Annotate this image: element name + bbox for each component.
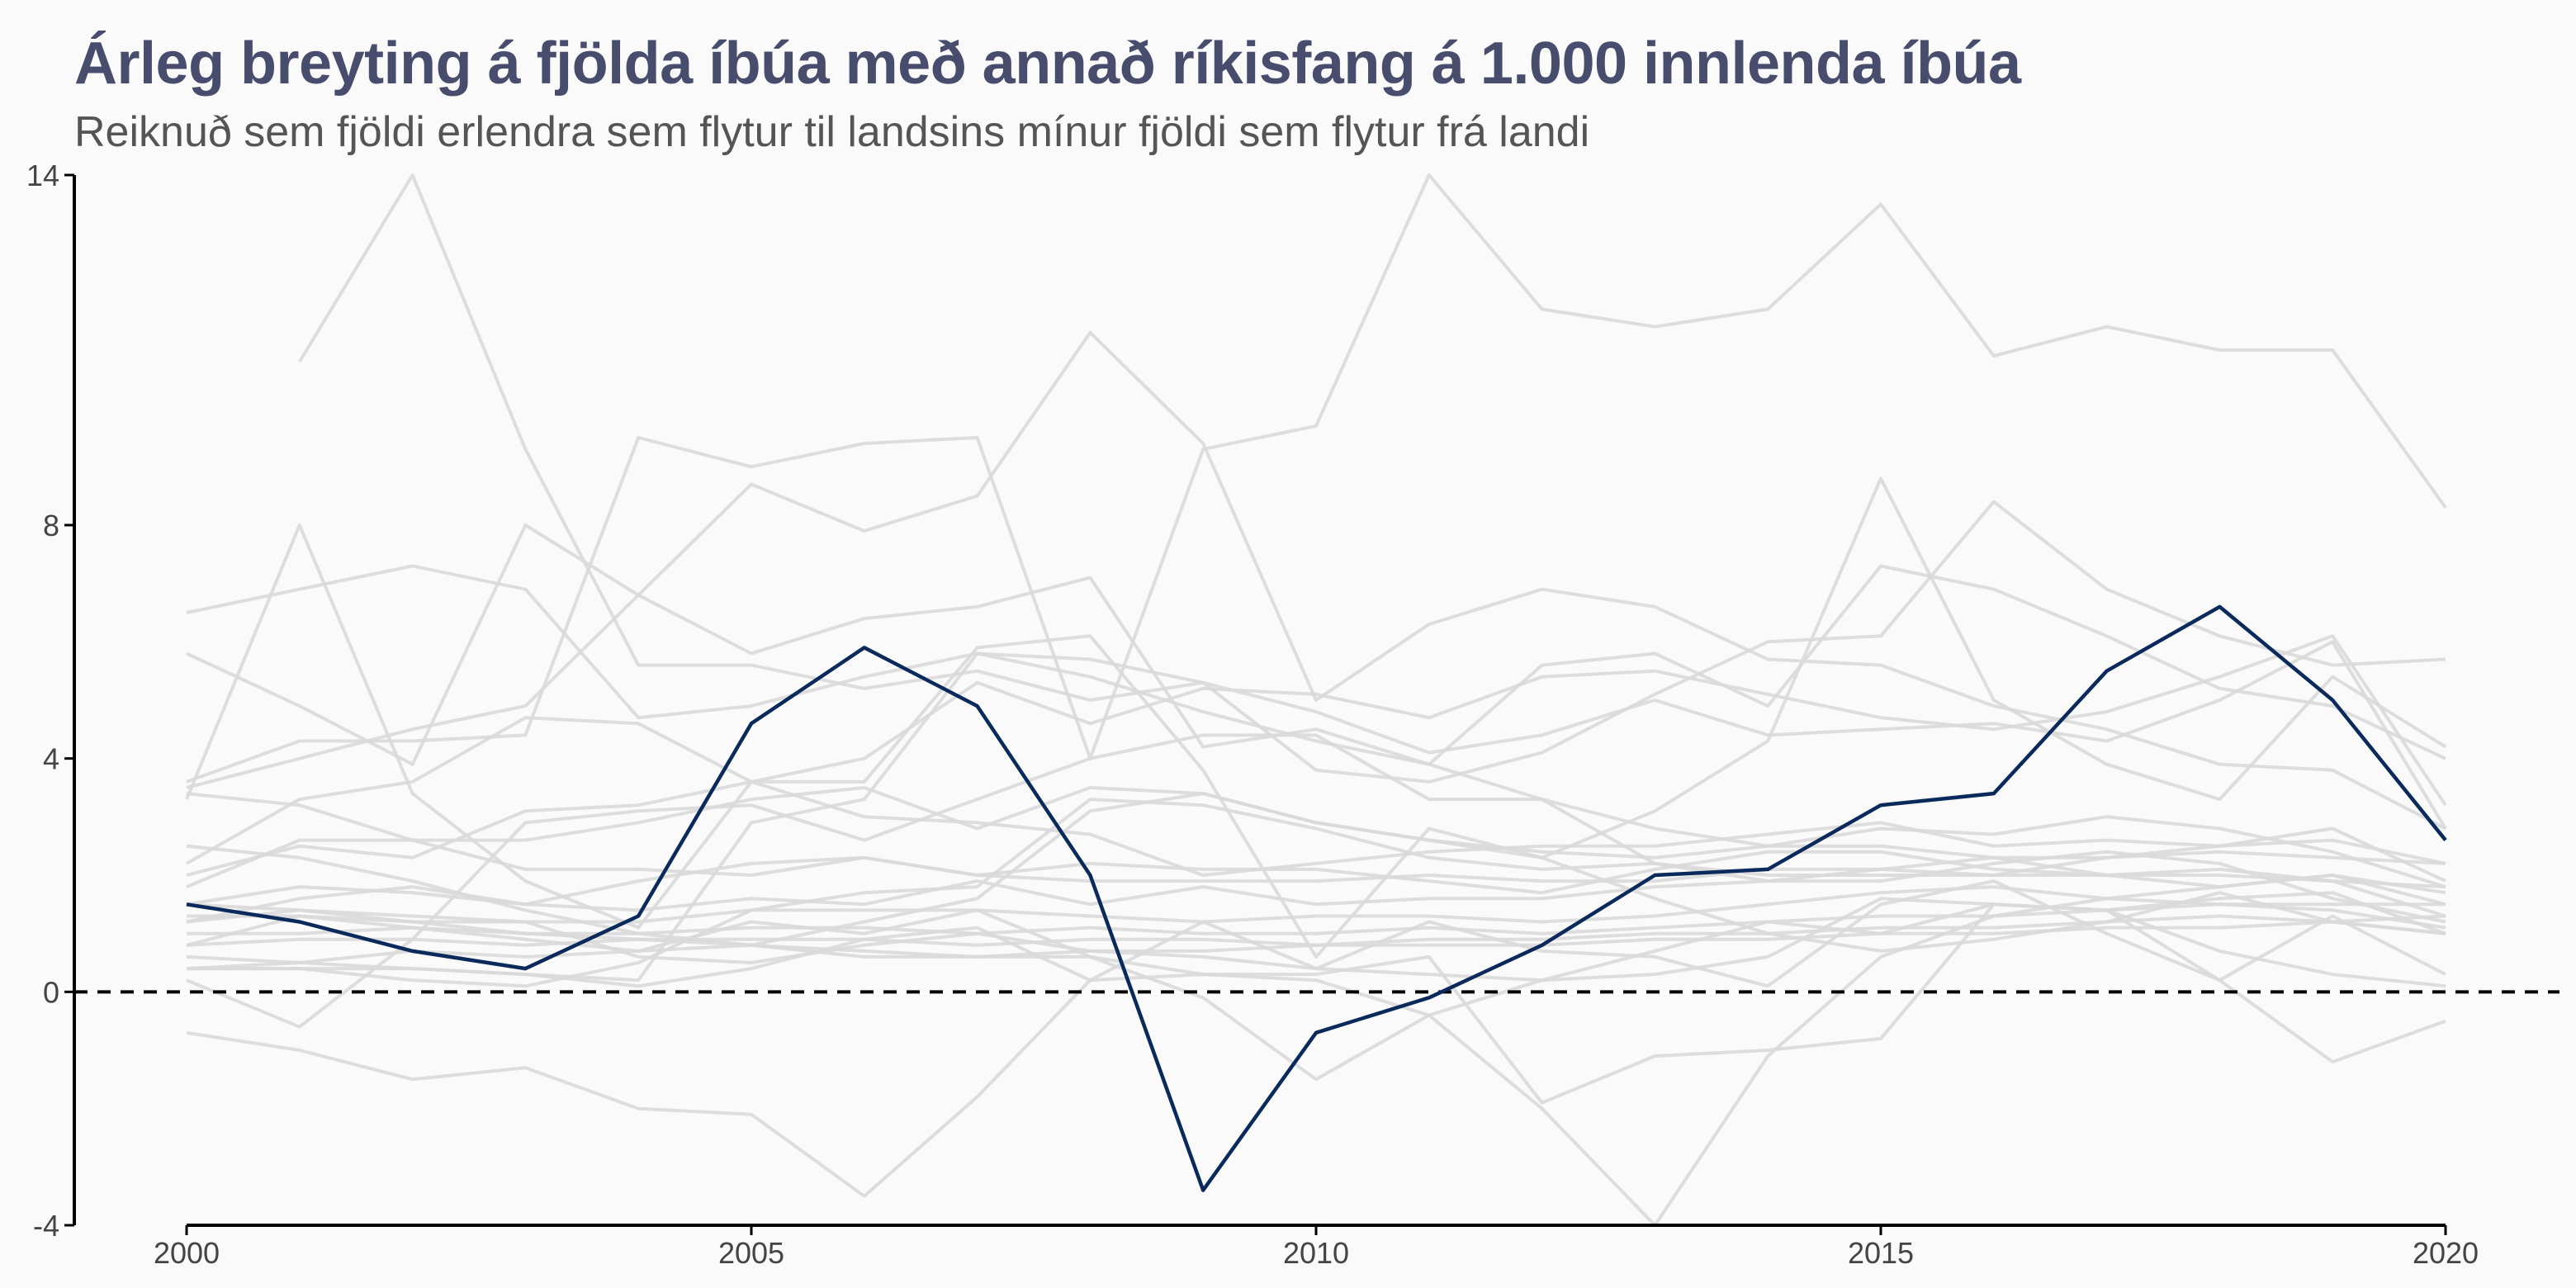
series-line-other-8 <box>186 786 2446 889</box>
y-axis-ticks: -4 0 4 8 14 <box>26 159 74 1243</box>
series-line-other-4 <box>186 523 2446 766</box>
series-line-other-10 <box>186 779 2446 877</box>
series-line-other-12 <box>186 826 2446 912</box>
x-tick-label: 2000 <box>154 1236 220 1270</box>
series-line-other-13 <box>186 874 2446 924</box>
chart-title: Árleg breyting á fjölda íbúa með annað r… <box>74 31 2021 97</box>
series-line-highlight <box>186 604 2447 1192</box>
x-axis-ticks: 2000 2005 2010 2015 2020 <box>154 1225 2479 1270</box>
series-line-other-25 <box>186 792 2446 953</box>
x-tick-label: 2010 <box>1283 1236 1349 1270</box>
series-line-other-23 <box>186 897 2446 1227</box>
x-tick-label: 2020 <box>2413 1236 2479 1270</box>
series-line-other-16 <box>186 920 2446 971</box>
series-line-other-2 <box>186 173 2447 784</box>
x-tick-label: 2015 <box>1848 1236 1914 1270</box>
series-line-other-9 <box>186 792 2446 883</box>
y-tick-label: 4 <box>43 742 59 776</box>
series-line-other-18 <box>187 651 2446 983</box>
x-tick-label: 2005 <box>718 1236 784 1270</box>
series-line-other-5 <box>186 500 2446 784</box>
chart-subtitle: Reiknuð sem fjöldi erlendra sem flytur t… <box>74 108 1590 156</box>
y-tick-label: 14 <box>26 159 59 192</box>
series-line-other-24 <box>186 902 2446 1198</box>
series-line-other-1 <box>298 173 2447 830</box>
highlight-series-layer <box>186 604 2447 1192</box>
other-series-layer <box>185 173 2447 1227</box>
series-line-other-17 <box>186 733 2446 1029</box>
series-line-other-7 <box>186 634 2447 865</box>
series-line-other-21 <box>186 879 2446 988</box>
y-tick-label: 0 <box>43 975 59 1009</box>
series-line-other-3 <box>186 330 2446 831</box>
series-line-other-11 <box>186 850 2446 924</box>
y-tick-label: 8 <box>43 509 59 542</box>
y-tick-label: -4 <box>33 1209 59 1243</box>
